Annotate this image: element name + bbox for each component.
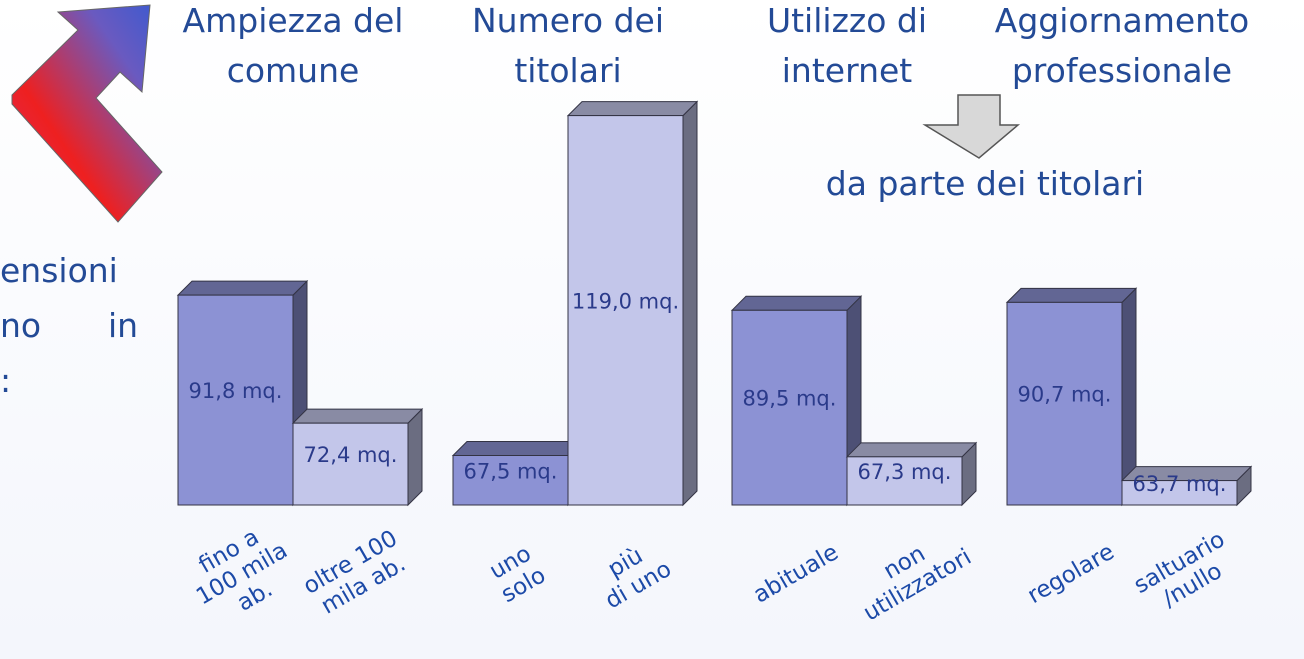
bar-top	[291, 408, 424, 424]
bar-top	[730, 295, 863, 311]
bar	[292, 422, 409, 506]
bar-top	[1005, 287, 1138, 303]
group-title: titolari	[514, 51, 621, 90]
value-label: 67,3 mq.	[858, 460, 952, 484]
side-text: ensioni	[0, 251, 118, 290]
bar-top	[451, 441, 584, 456]
value-label: 63,7 mq.	[1133, 472, 1227, 496]
bar-top	[566, 101, 699, 117]
bar-top	[845, 442, 978, 458]
bar	[177, 294, 294, 506]
group-title: Ampiezza del	[183, 1, 404, 40]
bar	[1006, 301, 1123, 506]
value-label: 90,7 mq.	[1018, 383, 1112, 407]
bar	[1121, 480, 1238, 506]
bar	[731, 309, 848, 506]
bar	[567, 115, 684, 506]
bar-side	[407, 407, 423, 507]
value-label: 67,5 mq.	[464, 459, 558, 483]
arrow-icon	[11, 4, 163, 223]
bar-side	[682, 100, 698, 507]
annotation: da parte dei titolari	[826, 164, 1144, 203]
value-label: 91,8 mq.	[189, 379, 283, 403]
value-label: 72,4 mq.	[304, 443, 398, 467]
value-label: 119,0 mq.	[572, 289, 679, 313]
bar-top	[176, 280, 309, 296]
value-label: 89,5 mq.	[743, 387, 837, 411]
group-title: Utilizzo di	[767, 1, 927, 40]
side-text: :	[0, 361, 11, 400]
side-text: in	[108, 306, 138, 345]
group-title: internet	[782, 51, 913, 90]
down-arrow	[922, 94, 1021, 159]
group-title: Numero dei	[472, 1, 664, 40]
group-title: professionale	[1012, 51, 1232, 90]
group-title: comune	[227, 51, 360, 90]
bar	[846, 456, 963, 506]
group-title: Aggiornamento	[995, 1, 1249, 40]
side-text: no	[0, 306, 41, 345]
bar	[452, 455, 569, 506]
